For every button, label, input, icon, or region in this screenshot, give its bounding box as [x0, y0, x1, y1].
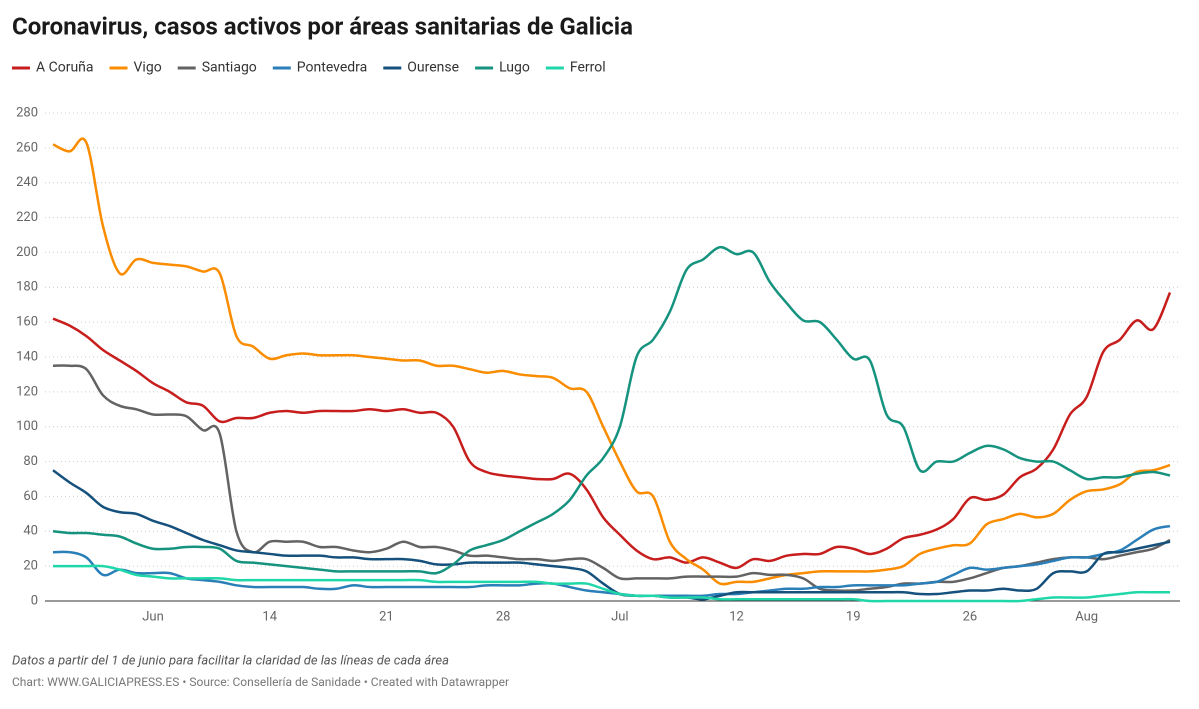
- y-tick-label: 0: [31, 593, 38, 608]
- x-tick-label: 14: [262, 609, 277, 624]
- y-tick-label: 60: [23, 489, 38, 504]
- series-line: [52, 245, 1171, 575]
- legend-label: Vigo: [134, 60, 162, 76]
- credit: Chart: WWW.GALICIAPRESS.ES • Source: Con…: [12, 675, 509, 689]
- x-tick-label: 12: [729, 609, 744, 624]
- legend-label: A Coruña: [36, 60, 94, 76]
- legend-label: Lugo: [499, 60, 530, 76]
- y-tick-label: 220: [16, 210, 38, 225]
- y-tick-label: 200: [16, 245, 38, 260]
- chart-title: Coronavirus, casos activos por áreas san…: [12, 12, 633, 40]
- y-tick-label: 20: [23, 559, 38, 574]
- grid: 0 20 40 60 80 100 120 140 160 180 200 220 240 260 280 J…: [16, 105, 1180, 624]
- x-tick-label: Jul: [611, 609, 629, 624]
- x-tick-label: 21: [379, 609, 394, 624]
- y-tick-label: 240: [16, 175, 38, 190]
- x-tick-label: 19: [846, 609, 861, 624]
- y-tick-label: 80: [23, 454, 38, 469]
- legend-label: Ourense: [407, 60, 459, 76]
- series-line: [52, 524, 1171, 598]
- legend-label: Santiago: [202, 60, 257, 76]
- y-tick-label: 160: [16, 315, 38, 330]
- series-line: [52, 137, 1171, 586]
- x-tick-label: Aug: [1075, 609, 1098, 624]
- x-tick-label: 28: [496, 609, 511, 624]
- series-line: [52, 364, 1171, 593]
- y-tick-label: 280: [16, 105, 38, 120]
- x-tick-label: Jun: [142, 609, 164, 624]
- y-tick-label: 260: [16, 140, 38, 155]
- y-tick-label: 180: [16, 280, 38, 295]
- y-tick-label: 120: [16, 384, 38, 399]
- legend-label: Pontevedra: [297, 60, 367, 76]
- series-line: [52, 564, 1170, 603]
- y-tick-label: 140: [16, 349, 38, 364]
- series-line: [52, 291, 1172, 570]
- plot: [52, 137, 1172, 603]
- y-tick-label: 40: [23, 524, 38, 539]
- legend: A Coruña Vigo Santiago Pontevedra Ourense Lug…: [12, 60, 606, 76]
- note: Datos a partir del 1 de junio para facil…: [12, 653, 449, 668]
- legend-label: Ferrol: [570, 60, 606, 76]
- series-line: [52, 469, 1171, 601]
- x-tick-label: 26: [963, 609, 978, 624]
- y-tick-label: 100: [16, 419, 38, 434]
